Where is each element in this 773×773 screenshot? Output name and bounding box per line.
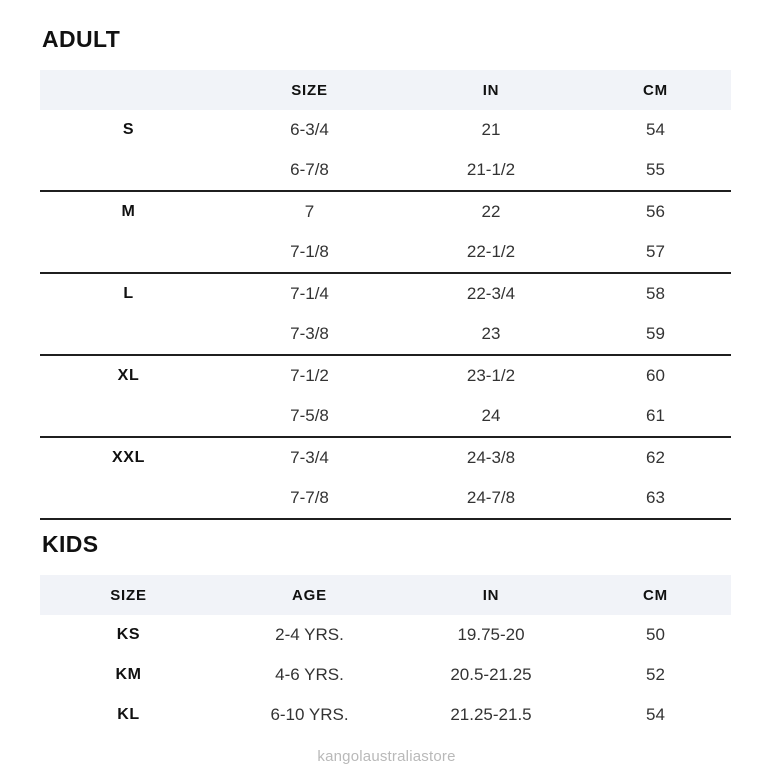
adult-cell-size: 6-7/8: [290, 160, 329, 179]
adult-cell-cm: 63: [580, 478, 731, 520]
kids-col-header-in: IN: [402, 575, 580, 615]
table-row: 6-7/8 21-1/2 55: [40, 150, 731, 191]
adult-size-label: S: [122, 121, 135, 138]
adult-cell-in: 24-3/8: [402, 436, 580, 478]
table-row: S 6-3/4 21 54: [40, 110, 731, 150]
adult-cell-cm: 60: [580, 354, 731, 396]
kids-section-title: KIDS: [42, 531, 99, 557]
kids-cell-in: 21.25-21.5: [450, 705, 532, 724]
adult-table-head: SIZE IN CM: [40, 70, 731, 110]
kids-col-header-size: SIZE: [40, 575, 217, 615]
adult-size-label: XL: [40, 354, 217, 396]
table-row: 7-7/8 24-7/8 63: [40, 478, 731, 520]
adult-cell-cm: 61: [646, 406, 665, 425]
adult-col-header-size: SIZE: [217, 70, 402, 110]
kids-table-body: KS 2-4 YRS. 19.75-20 50 KM 4-6 YRS. 20.5…: [40, 615, 731, 735]
kids-header-row: SIZE AGE IN CM: [40, 575, 731, 615]
adult-cell-cm: 58: [580, 272, 731, 314]
adult-cell-size: 7-1/4: [217, 272, 402, 314]
table-row: XL 7-1/2 23-1/2 60: [40, 354, 731, 396]
adult-cell-cm: 57: [646, 242, 665, 261]
table-row: KM 4-6 YRS. 20.5-21.25 52: [40, 655, 731, 695]
adult-size-label: L: [40, 272, 217, 314]
adult-cell-in: 22-3/4: [402, 272, 580, 314]
adult-size-label-empty: [40, 232, 217, 273]
adult-cell-size: 6-3/4: [290, 120, 329, 139]
kids-cell-age: 4-6 YRS.: [275, 665, 344, 684]
kids-cell-in: 19.75-20: [457, 625, 525, 644]
kids-cell-age: 2-4 YRS.: [275, 625, 344, 644]
kids-table-head: SIZE AGE IN CM: [40, 575, 731, 615]
kids-size-table: SIZE AGE IN CM KS 2-4 YRS. 19.75-20 50 K…: [40, 575, 731, 735]
adult-cell-size: 7-3/4: [217, 436, 402, 478]
kids-col-header-cm: CM: [580, 575, 731, 615]
kids-cell-cm: 50: [646, 625, 665, 644]
adult-cell-in: 22: [402, 190, 580, 232]
table-row: KS 2-4 YRS. 19.75-20 50: [40, 615, 731, 655]
adult-cell-in: 24: [481, 406, 501, 425]
adult-cell-size: 7: [217, 190, 402, 232]
kids-cell-cm: 54: [646, 705, 665, 724]
adult-cell-size: 7-5/8: [290, 406, 329, 425]
adult-cell-size: 7-7/8: [217, 478, 402, 520]
adult-header-row: SIZE IN CM: [40, 70, 731, 110]
kids-cell-cm: 52: [646, 665, 665, 684]
adult-size-label: M: [40, 190, 217, 232]
table-row: 7-1/8 22-1/2 57: [40, 232, 731, 273]
adult-cell-size: 7-1/2: [217, 354, 402, 396]
adult-col-header-blank: [40, 70, 217, 110]
adult-cell-in: 23: [481, 324, 501, 343]
adult-cell-cm: 55: [646, 160, 665, 179]
table-row: L 7-1/4 22-3/4 58: [40, 272, 731, 314]
adult-cell-in: 24-7/8: [402, 478, 580, 520]
adult-cell-in: 21: [481, 120, 501, 139]
adult-col-header-cm: CM: [580, 70, 731, 110]
table-row: M 7 22 56: [40, 190, 731, 232]
kids-size-label: KS: [116, 626, 141, 643]
adult-cell-cm: 59: [646, 324, 665, 343]
adult-size-label-empty: [40, 314, 217, 355]
adult-section-title: ADULT: [42, 26, 121, 52]
adult-size-table: SIZE IN CM S 6-3/4 21 54 6-7/8 21-1/2 55…: [40, 70, 731, 520]
kids-size-label: KL: [117, 706, 140, 723]
kids-size-label: KM: [115, 666, 142, 683]
site-watermark: kangolaustraliastore: [317, 748, 456, 765]
table-row: 7-3/8 23 59: [40, 314, 731, 355]
table-row: XXL 7-3/4 24-3/8 62: [40, 436, 731, 478]
adult-col-header-in: IN: [402, 70, 580, 110]
adult-size-label-empty: [40, 478, 217, 520]
adult-cell-cm: 54: [646, 120, 665, 139]
adult-cell-cm: 56: [580, 190, 731, 232]
adult-size-label: XXL: [40, 436, 217, 478]
adult-cell-size: 7-3/8: [290, 324, 329, 343]
adult-cell-size: 7-1/8: [290, 242, 329, 261]
kids-cell-age: 6-10 YRS.: [270, 705, 349, 724]
adult-cell-cm: 62: [580, 436, 731, 478]
adult-cell-in: 21-1/2: [466, 160, 516, 179]
kids-col-header-age: AGE: [217, 575, 402, 615]
kids-cell-in: 20.5-21.25: [450, 665, 532, 684]
adult-size-label-empty: [40, 150, 217, 191]
table-row: 7-5/8 24 61: [40, 396, 731, 437]
adult-cell-in: 22-1/2: [466, 242, 516, 261]
adult-size-label-empty: [40, 396, 217, 437]
adult-cell-in: 23-1/2: [402, 354, 580, 396]
adult-table-body: S 6-3/4 21 54 6-7/8 21-1/2 55 M 7 22 56 …: [40, 110, 731, 520]
table-row: KL 6-10 YRS. 21.25-21.5 54: [40, 695, 731, 735]
